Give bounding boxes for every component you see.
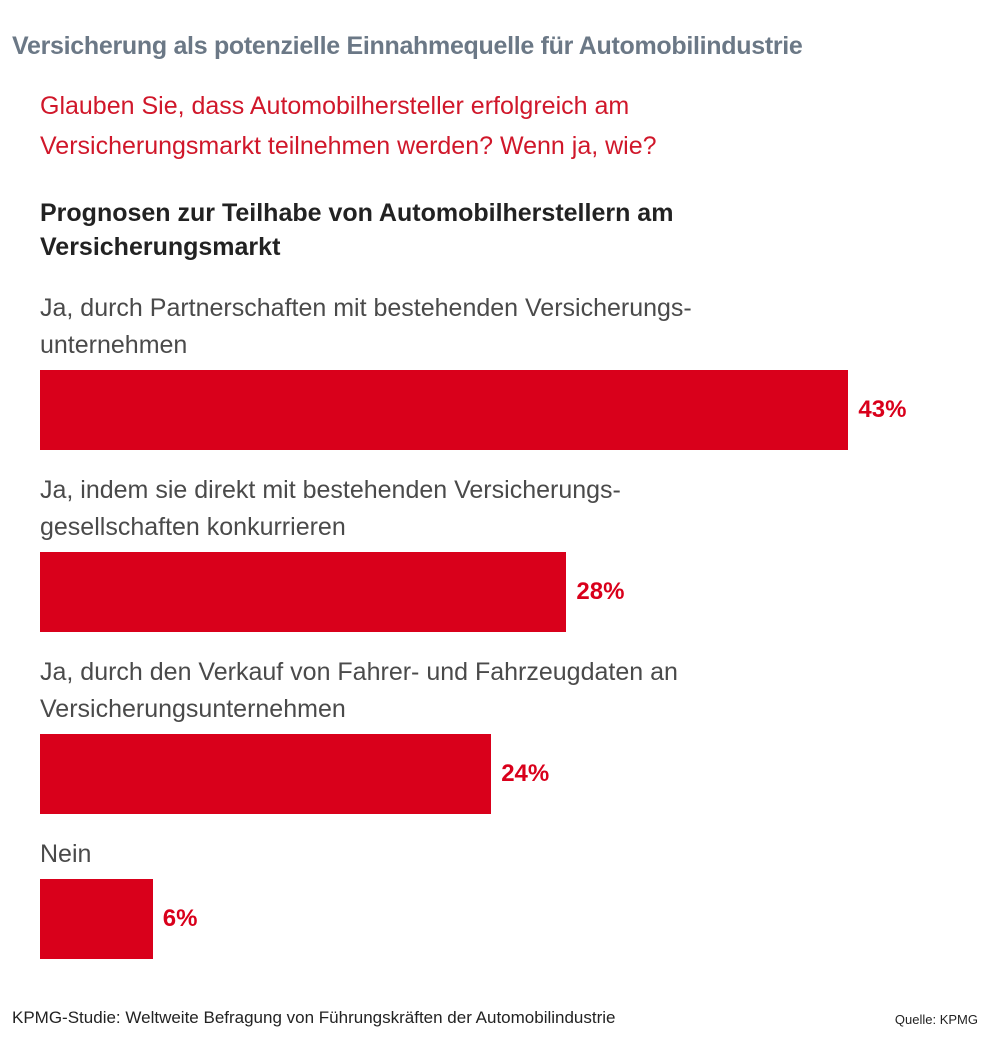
bar — [40, 734, 492, 814]
value-label: 43% — [858, 396, 907, 423]
source: Quelle: KPMG — [894, 1012, 978, 1027]
value-label: 6% — [162, 905, 198, 932]
category-label: Ja, durch Partnerschaften mit bestehende… — [40, 294, 692, 359]
footer: KPMG-Studie: Weltweite Befragung von Füh… — [12, 1008, 616, 1027]
chart-subtitle: Glauben Sie, dass Automobilhersteller er… — [40, 92, 657, 160]
category-label: Ja, durch den Verkauf von Fahrer- und Fa… — [40, 658, 678, 723]
category-label: Nein — [40, 840, 92, 868]
chart-heading: Prognosen zur Teilhabe von Automobilhers… — [40, 199, 674, 261]
chart-title: Versicherung als potenzielle Einnahmeque… — [12, 32, 803, 60]
value-label: 24% — [501, 760, 550, 787]
category-label: Ja, indem sie direkt mit bestehenden Ver… — [40, 476, 621, 541]
value-label: 28% — [576, 578, 625, 605]
bar — [40, 879, 153, 959]
bar — [40, 370, 849, 450]
bar — [40, 552, 567, 632]
